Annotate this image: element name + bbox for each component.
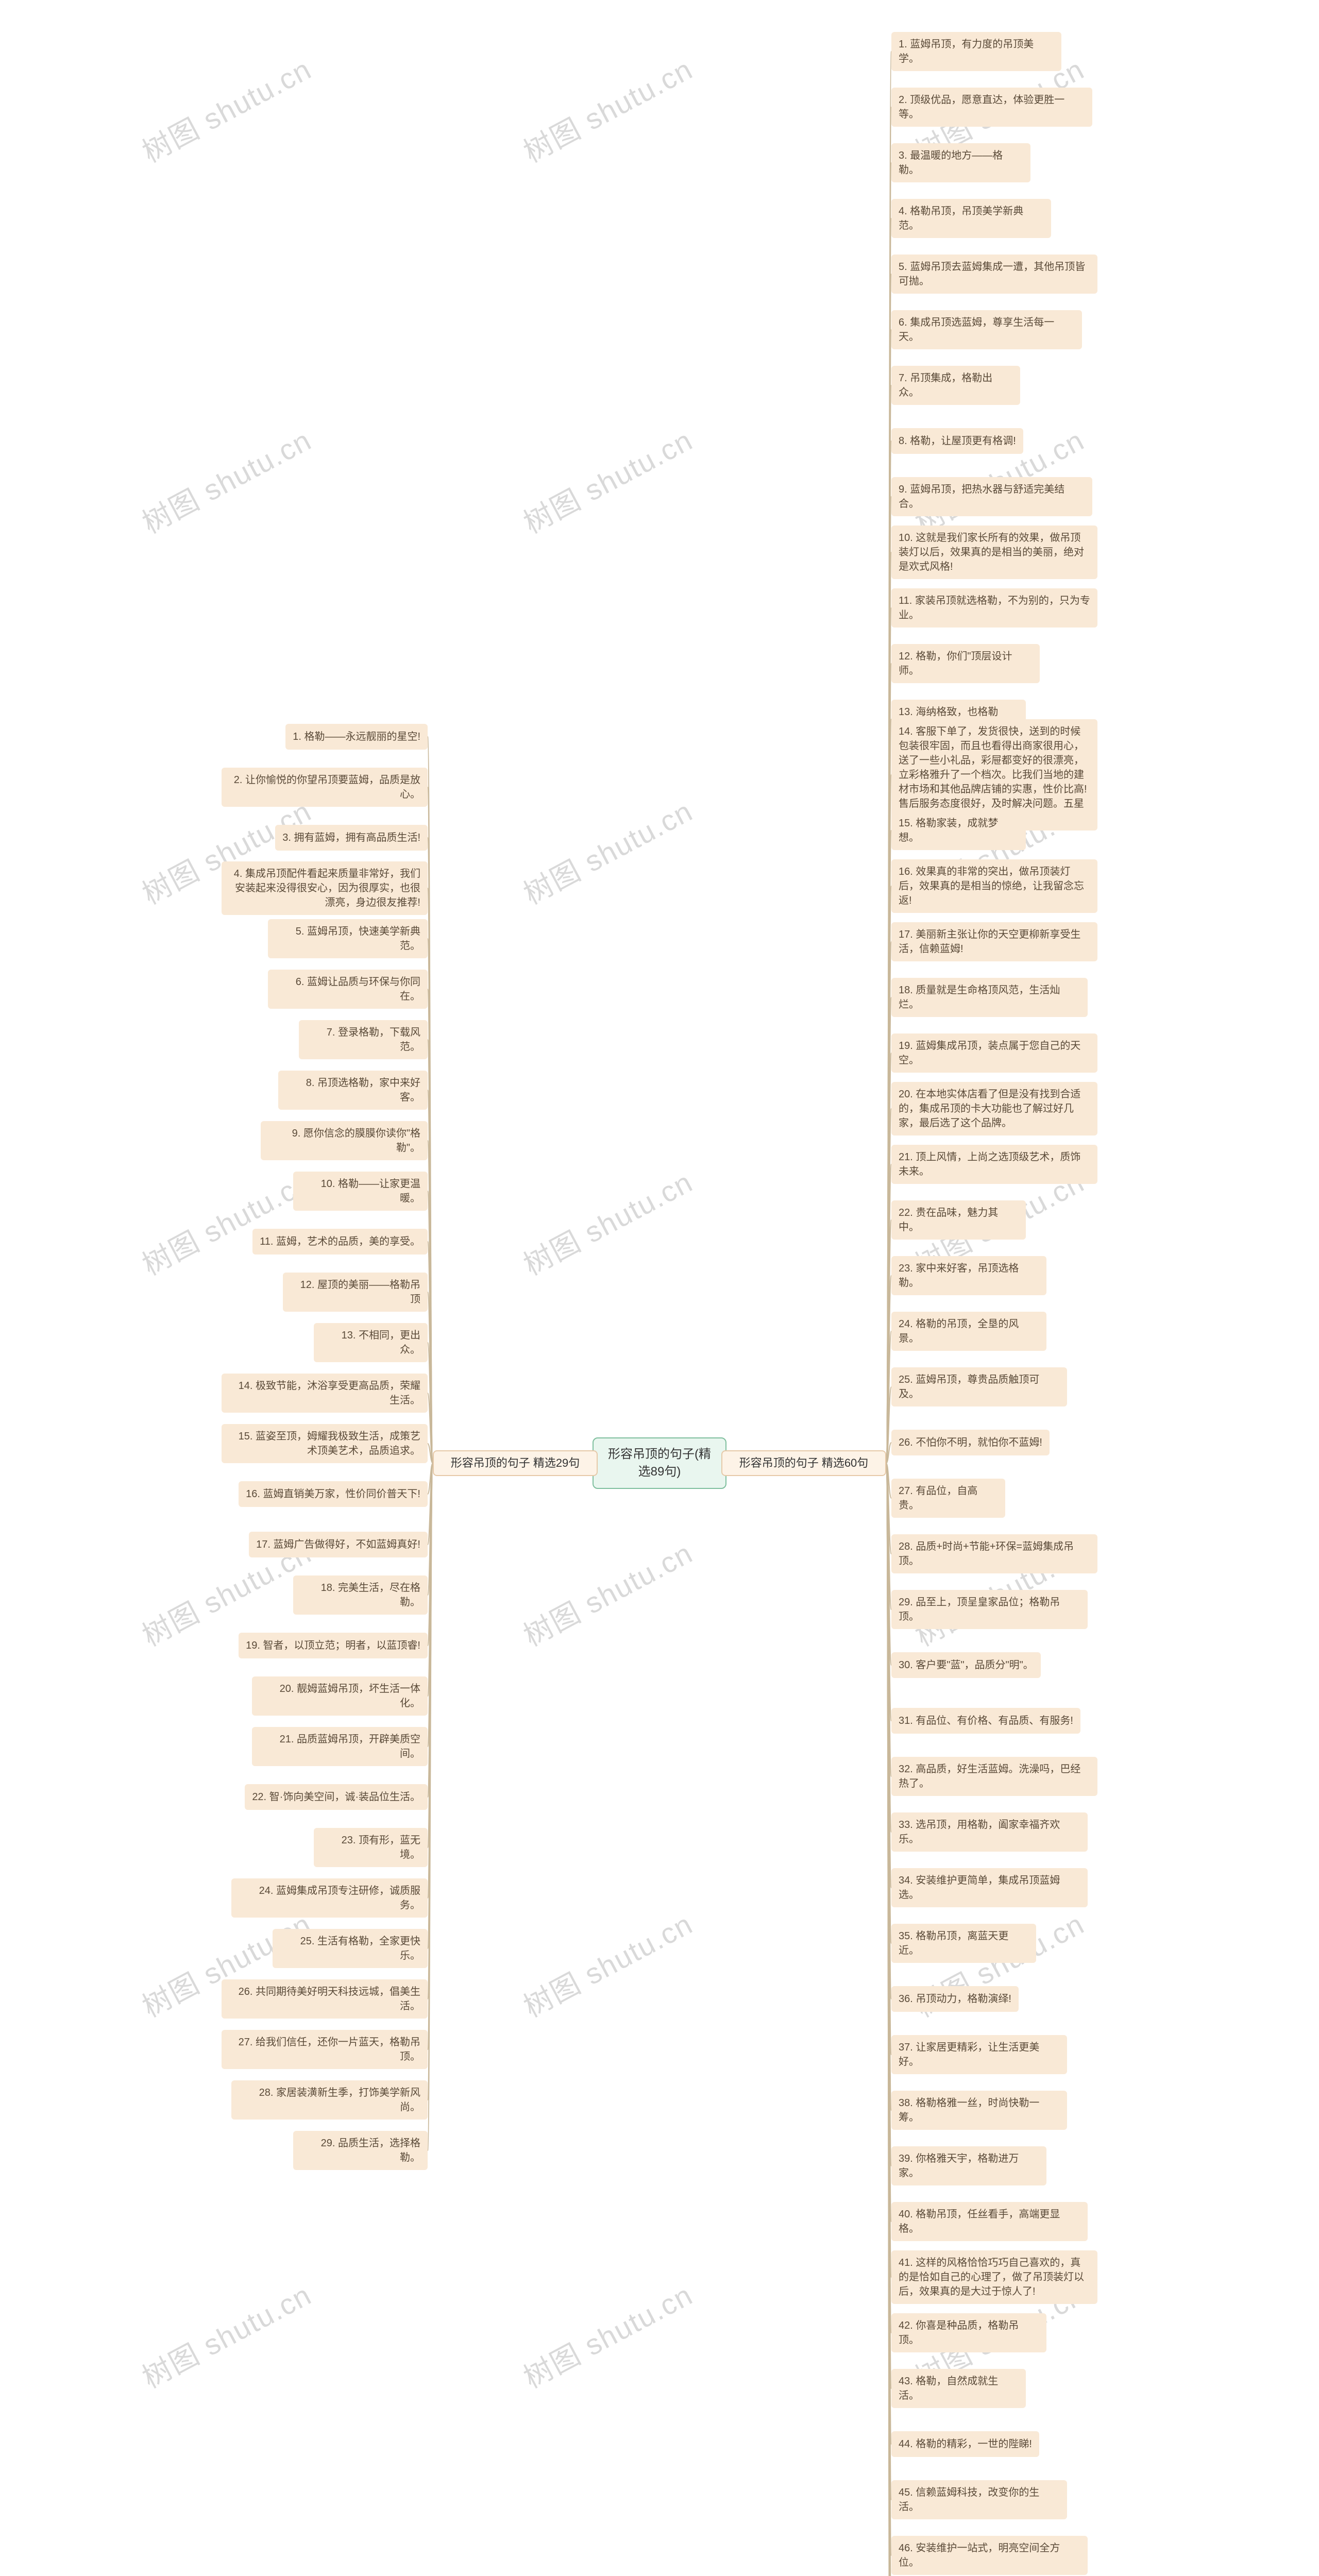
leaf-right-44: 44. 格勒的精彩，一世的陛睇! [891,2431,1039,2457]
leaf-left-11: 11. 蓝姆，艺术的品质，美的享受。 [252,1229,428,1255]
leaf-right-42: 42. 你喜是种品质，格勒吊顶。 [891,2313,1046,2352]
branch-left: 形容吊顶的句子 精选29句 [433,1450,598,1476]
leaf-right-25: 25. 蓝姆吊顶，尊贵品质触顶可及。 [891,1367,1067,1406]
watermark: 树图 shutu.cn [515,1530,699,1654]
watermark: 树图 shutu.cn [134,1159,318,1283]
leaf-right-20: 20. 在本地实体店看了但是没有找到合适的，集成吊顶的卡大功能也了解过好几家，最… [891,1082,1097,1136]
leaf-left-8: 8. 吊顶选格勒，家中来好客。 [278,1071,428,1110]
leaf-right-33: 33. 选吊顶，用格勒，阖家幸福齐欢乐。 [891,1812,1088,1852]
leaf-right-29: 29. 品至上，顶呈皇家品位；格勒吊顶。 [891,1590,1088,1629]
leaf-left-21: 21. 品质蓝姆吊顶，开辟美质空间。 [252,1727,428,1766]
leaf-right-40: 40. 格勒吊顶，任丝看手，高端更显格。 [891,2202,1088,2241]
leaf-left-14: 14. 极致节能，沐浴享受更高品质，荣耀生活。 [222,1374,428,1413]
leaf-left-15: 15. 蓝姿至顶，姆耀我极致生活，成策艺术顶美艺术，品质追求。 [222,1424,428,1463]
leaf-right-27: 27. 有品位，自高贵。 [891,1479,1005,1518]
leaf-right-2: 2. 顶级优品，愿意直达，体验更胜一等。 [891,88,1092,127]
leaf-right-4: 4. 格勒吊顶，吊顶美学新典范。 [891,199,1051,238]
leaf-right-3: 3. 最温暖的地方——格勒。 [891,143,1030,182]
watermark: 树图 shutu.cn [515,788,699,912]
watermark: 树图 shutu.cn [515,46,699,171]
watermark: 树图 shutu.cn [515,1159,699,1283]
leaf-left-18: 18. 完美生活，尽在格勒。 [293,1575,428,1615]
leaf-right-11: 11. 家装吊顶就选格勒，不为别的，只为专业。 [891,588,1097,628]
leaf-left-16: 16. 蓝姆直销美万家，性价同价普天下! [239,1481,428,1507]
watermark: 树图 shutu.cn [515,417,699,541]
leaf-left-12: 12. 屋顶的美丽——格勒吊顶 [283,1273,428,1312]
leaf-left-24: 24. 蓝姆集成吊顶专注研修，诚质服务。 [231,1878,428,1918]
leaf-right-34: 34. 安装维护更简单，集成吊顶蓝姆选。 [891,1868,1088,1907]
leaf-right-15: 15. 格勒家装，成就梦想。 [891,811,1026,850]
leaf-right-39: 39. 你格雅天宇，格勒进万家。 [891,2146,1046,2185]
leaf-left-1: 1. 格勒——永远靓丽的星空! [285,724,428,750]
leaf-right-43: 43. 格勒，自然成就生活。 [891,2369,1026,2408]
leaf-right-21: 21. 顶上风情，上尚之选顶级艺术，质饰未来。 [891,1145,1097,1184]
leaf-left-3: 3. 拥有蓝姆，拥有高品质生活! [275,825,428,851]
leaf-right-7: 7. 吊顶集成，格勒出众。 [891,366,1020,405]
leaf-right-23: 23. 家中来好客，吊顶选格勒。 [891,1256,1046,1295]
leaf-right-6: 6. 集成吊顶选蓝姆，尊享生活每一天。 [891,310,1082,349]
leaf-right-37: 37. 让家居更精彩，让生活更美好。 [891,2035,1067,2074]
leaf-left-29: 29. 品质生活，选择格勒。 [293,2131,428,2170]
leaf-right-28: 28. 品质+时尚+节能+环保=蓝姆集成吊顶。 [891,1534,1097,1573]
leaf-right-32: 32. 高品质，好生活蓝姆。洗澡吗，巴经热了。 [891,1757,1097,1796]
leaf-left-17: 17. 蓝姆广告做得好，不如蓝姆真好! [249,1532,428,1557]
leaf-left-4: 4. 集成吊顶配件看起来质量非常好，我们安装起来没得很安心，因为很厚实，也很漂亮… [222,861,428,915]
leaf-right-10: 10. 这就是我们家长所有的效果，做吊顶装灯以后，效果真的是相当的美丽，绝对是欢… [891,526,1097,579]
leaf-left-28: 28. 家居装潢新生季，打饰美学新风尚。 [231,2080,428,2120]
leaf-left-7: 7. 登录格勒，下载风范。 [299,1020,428,1059]
leaf-right-1: 1. 蓝姆吊顶，有力度的吊顶美学。 [891,32,1061,71]
watermark: 树图 shutu.cn [134,46,318,171]
leaf-right-26: 26. 不怕你不明，就怕你不蓝姆! [891,1430,1050,1455]
leaf-right-16: 16. 效果真的非常的突出，做吊顶装灯后，效果真的是相当的惊绝，让我留念忘返! [891,859,1097,913]
root-node: 形容吊顶的句子(精选89句) [593,1437,726,1489]
leaf-left-22: 22. 智·饰向美空间，诚·装品位生活。 [245,1784,428,1810]
leaf-left-23: 23. 顶有形，蓝无境。 [314,1828,428,1867]
leaf-right-46: 46. 安装维护一站式，明亮空间全方位。 [891,2536,1088,2575]
leaf-right-30: 30. 客户要"蓝"，品质分"明"。 [891,1652,1041,1678]
leaf-left-25: 25. 生活有格勒，全家更快乐。 [273,1929,428,1968]
leaf-left-6: 6. 蓝姆让品质与环保与你同在。 [268,970,428,1009]
leaf-right-17: 17. 美丽新主张让你的天空更柳新享受生活，信赖蓝姆! [891,922,1097,961]
leaf-right-41: 41. 这样的风格恰恰巧巧自己喜欢的，真的是恰如自己的心理了，做了吊顶装灯以后，… [891,2250,1097,2304]
leaf-right-5: 5. 蓝姆吊顶去蓝姆集成一遭，其他吊顶皆可抛。 [891,255,1097,294]
watermark: 树图 shutu.cn [515,2272,699,2396]
leaf-right-18: 18. 质量就是生命格顶风范，生活灿烂。 [891,978,1088,1017]
leaf-left-10: 10. 格勒——让家更温暖。 [293,1172,428,1211]
watermark: 树图 shutu.cn [515,1901,699,2025]
leaf-left-20: 20. 靓姆蓝姆吊顶，坏生活一体化。 [252,1676,428,1716]
leaf-left-2: 2. 让你愉悦的你望吊顶要蓝姆，品质是放心。 [222,768,428,807]
leaf-right-19: 19. 蓝姆集成吊顶，装点属于您自己的天空。 [891,1033,1097,1073]
leaf-right-12: 12. 格勒，你们"顶层设计师。 [891,644,1040,683]
leaf-right-36: 36. 吊顶动力，格勒演绎! [891,1986,1019,2012]
leaf-left-19: 19. 智者，以顶立范；明者，以蓝顶睿! [239,1633,428,1658]
leaf-right-45: 45. 信赖蓝姆科技，改变你的生活。 [891,2480,1067,2519]
branch-right: 形容吊顶的句子 精选60句 [721,1450,886,1476]
watermark: 树图 shutu.cn [134,2272,318,2396]
leaf-right-35: 35. 格勒吊顶，离蓝天更近。 [891,1924,1036,1963]
leaf-right-38: 38. 格勒格雅一丝，时尚快勒一筹。 [891,2091,1067,2130]
leaf-left-5: 5. 蓝姆吊顶，快速美学新典范。 [268,919,428,958]
leaf-left-9: 9. 愿你信念的膜膜你读你"格勒"。 [261,1121,428,1160]
leaf-left-26: 26. 共同期待美好明天科技远城，倡美生活。 [222,1979,428,2019]
leaf-right-31: 31. 有品位、有价格、有品质、有服务! [891,1708,1080,1734]
leaf-right-24: 24. 格勒的吊顶，全垦的风景。 [891,1312,1046,1351]
leaf-right-9: 9. 蓝姆吊顶，把热水器与舒适完美结合。 [891,477,1092,516]
leaf-left-13: 13. 不相同，更出众。 [314,1323,428,1362]
leaf-right-22: 22. 贵在品味，魅力其中。 [891,1200,1026,1240]
watermark: 树图 shutu.cn [134,417,318,541]
leaf-right-8: 8. 格勒，让屋顶更有格调! [891,428,1023,454]
leaf-left-27: 27. 给我们信任，还你一片蓝天，格勒吊顶。 [222,2030,428,2069]
